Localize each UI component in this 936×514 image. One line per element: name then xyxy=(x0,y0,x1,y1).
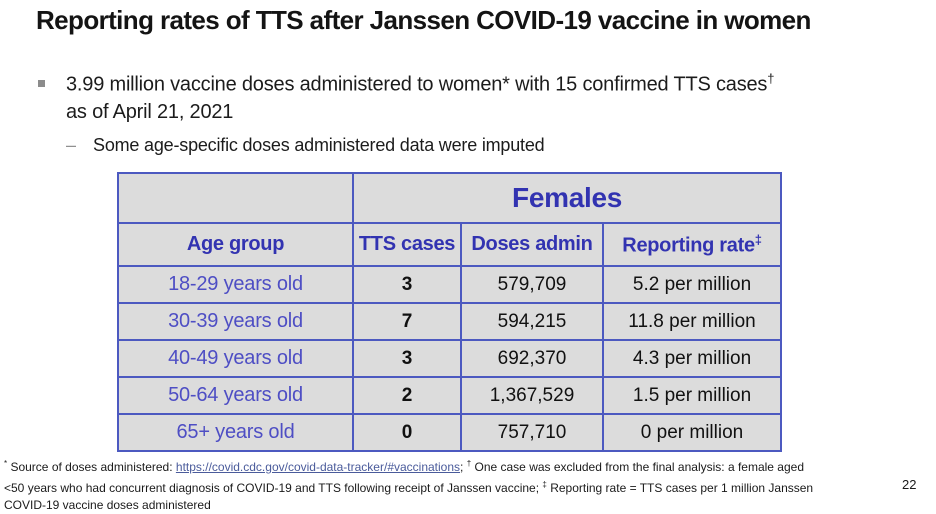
dagger-superscript: † xyxy=(466,459,472,468)
doses-admin-cell: 1,367,529 xyxy=(460,376,604,415)
footnote-dagger-text: One case was excluded from the final ana… xyxy=(471,460,805,474)
table-row: 30-39 years old 7 594,215 11.8 per milli… xyxy=(117,302,783,341)
tts-reporting-table: Females Age group TTS cases Doses admin … xyxy=(117,172,783,452)
slide-title: Reporting rates of TTS after Janssen COV… xyxy=(36,5,811,35)
doses-admin-cell: 579,709 xyxy=(460,265,604,304)
bullet-main-line1: 3.99 million vaccine doses administered … xyxy=(66,73,768,96)
double-dagger-superscript: ‡ xyxy=(542,480,547,489)
tts-cases-cell: 3 xyxy=(352,265,462,304)
doses-admin-cell: 692,370 xyxy=(460,339,604,378)
dash-bullet-icon: – xyxy=(66,135,77,155)
table-corner-cell xyxy=(117,172,354,224)
bullet-main-text: 3.99 million vaccine doses administered … xyxy=(66,70,774,126)
col-header-doses-admin: Doses admin xyxy=(460,222,604,267)
age-group-cell: 18-29 years old xyxy=(117,265,354,304)
table-row: 18-29 years old 3 579,709 5.2 per millio… xyxy=(117,265,783,304)
reporting-rate-cell: 11.8 per million xyxy=(601,302,783,341)
col-header-reporting-rate-label: Reporting rate xyxy=(622,234,755,257)
dagger-superscript: † xyxy=(767,71,775,86)
table-row: 50-64 years old 2 1,367,529 1.5 per mill… xyxy=(117,376,783,415)
footnote-dagger-text-cont: <50 years who had concurrent diagnosis o… xyxy=(4,481,543,495)
footnote-line-1: * Source of doses administered: https://… xyxy=(4,455,929,476)
sub-bullet-text: Some age-specific doses administered dat… xyxy=(93,135,545,155)
reporting-rate-cell: 0 per million xyxy=(601,413,783,452)
footnote-source-label: Source of doses administered: xyxy=(7,460,176,474)
age-group-cell: 40-49 years old xyxy=(117,339,354,378)
tts-cases-cell: 0 xyxy=(352,413,462,452)
bullet-main: 3.99 million vaccine doses administered … xyxy=(38,70,908,126)
footnote-line-3: COVID-19 vaccine doses administered xyxy=(4,498,211,512)
table-row: 40-49 years old 3 692,370 4.3 per millio… xyxy=(117,339,783,378)
age-group-cell: 65+ years old xyxy=(117,413,354,452)
reporting-rate-cell: 5.2 per million xyxy=(601,265,783,304)
tts-cases-cell: 7 xyxy=(352,302,462,341)
page-number: 22 xyxy=(902,477,917,492)
doses-admin-cell: 757,710 xyxy=(460,413,604,452)
col-header-tts-cases: TTS cases xyxy=(352,222,462,267)
reporting-rate-cell: 1.5 per million xyxy=(601,376,783,415)
footnote-line-2: <50 years who had concurrent diagnosis o… xyxy=(4,476,929,497)
footnote-separator: ; xyxy=(460,460,467,474)
age-group-cell: 50-64 years old xyxy=(117,376,354,415)
sub-bullet: – Some age-specific doses administered d… xyxy=(66,135,545,156)
tts-cases-cell: 2 xyxy=(352,376,462,415)
table-column-header-row: Age group TTS cases Doses admin Reportin… xyxy=(117,222,783,267)
tts-cases-cell: 3 xyxy=(352,339,462,378)
col-header-reporting-rate: Reporting rate‡ xyxy=(601,222,783,267)
doses-admin-cell: 594,215 xyxy=(460,302,604,341)
bullet-main-line2: as of April 21, 2021 xyxy=(66,100,234,123)
doses-source-link[interactable]: https://covid.cdc.gov/covid-data-tracker… xyxy=(175,460,461,474)
footnote-reporting-rate-def: Reporting rate = TTS cases per 1 million… xyxy=(546,481,814,495)
footnote: * Source of doses administered: https://… xyxy=(4,455,929,514)
age-group-cell: 30-39 years old xyxy=(117,302,354,341)
reporting-rate-cell: 4.3 per million xyxy=(601,339,783,378)
table-row: 65+ years old 0 757,710 0 per million xyxy=(117,413,783,452)
square-bullet-icon xyxy=(38,80,45,87)
double-dagger-superscript: ‡ xyxy=(754,231,762,247)
group-header-females: Females xyxy=(351,172,783,224)
table-group-header-row: Females xyxy=(117,172,783,224)
col-header-age-group: Age group xyxy=(117,222,354,267)
star-superscript: * xyxy=(4,459,8,468)
